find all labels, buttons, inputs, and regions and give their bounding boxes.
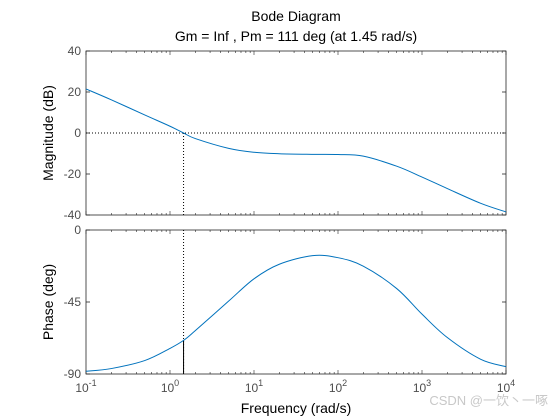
frequency-tick-label: 104 xyxy=(497,378,515,395)
frequency-tick-label: 101 xyxy=(245,378,263,395)
phase-x-ticks xyxy=(85,230,507,374)
chart-subtitle: Gm = Inf , Pm = 111 deg (at 1.45 rad/s) xyxy=(175,28,417,44)
chart-title: Bode Diagram xyxy=(251,8,341,24)
watermark: CSDN @一饮丶一啄 xyxy=(429,393,548,408)
frequency-tick-label: 10-1 xyxy=(75,378,96,395)
phase-ytick-label: -90 xyxy=(64,367,82,381)
phase-y-ticks: 0 -45 -90 xyxy=(64,223,506,381)
phase-ytick-label: -45 xyxy=(64,295,82,309)
phase-panel: 0 -45 -90 Phase (deg) xyxy=(40,223,507,381)
frequency-tick-labels: 10-1 100 101 102 103 104 xyxy=(75,378,515,395)
phase-axes-box xyxy=(85,229,507,375)
magnitude-panel: 40 20 0 -20 -40 Magnitude (dB) xyxy=(40,44,507,222)
magnitude-y-label: Magnitude (dB) xyxy=(40,85,56,181)
frequency-tick-label: 102 xyxy=(329,378,347,395)
phase-ytick-label: 0 xyxy=(74,223,81,237)
magnitude-curve xyxy=(85,88,507,213)
magnitude-ytick-label: -40 xyxy=(64,208,82,222)
phase-curve xyxy=(85,254,507,372)
magnitude-ytick-label: -20 xyxy=(64,167,82,181)
frequency-tick-label: 100 xyxy=(161,378,179,395)
phase-y-label: Phase (deg) xyxy=(40,264,56,340)
x-axis-label: Frequency (rad/s) xyxy=(241,400,351,416)
magnitude-ytick-label: 0 xyxy=(74,126,81,140)
magnitude-ytick-label: 40 xyxy=(68,44,82,58)
magnitude-ytick-label: 20 xyxy=(68,85,82,99)
magnitude-x-ticks xyxy=(85,51,507,215)
frequency-tick-label: 103 xyxy=(413,378,431,395)
